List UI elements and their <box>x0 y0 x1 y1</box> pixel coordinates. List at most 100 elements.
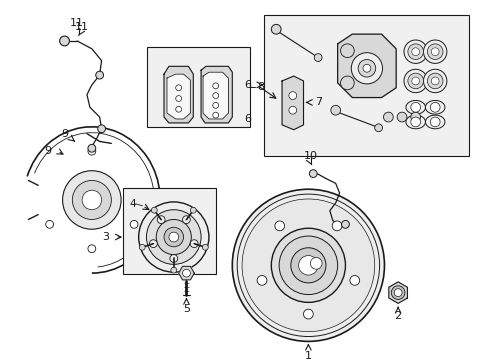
Circle shape <box>139 202 208 272</box>
Circle shape <box>430 48 438 55</box>
Circle shape <box>423 40 446 63</box>
Circle shape <box>350 53 382 84</box>
Circle shape <box>310 257 322 269</box>
Circle shape <box>279 236 337 294</box>
Circle shape <box>149 240 157 248</box>
Circle shape <box>151 207 157 213</box>
Circle shape <box>82 190 102 210</box>
Circle shape <box>237 194 379 337</box>
Circle shape <box>170 267 176 273</box>
Circle shape <box>45 220 53 228</box>
Circle shape <box>427 73 442 89</box>
Circle shape <box>429 117 439 127</box>
Circle shape <box>410 102 420 112</box>
Circle shape <box>330 105 340 115</box>
Text: 6: 6 <box>244 114 250 124</box>
Circle shape <box>274 221 284 231</box>
Circle shape <box>362 64 370 72</box>
Circle shape <box>407 73 423 89</box>
Circle shape <box>271 228 345 302</box>
Text: 6: 6 <box>244 80 250 90</box>
Circle shape <box>232 189 384 341</box>
Circle shape <box>423 69 446 93</box>
Polygon shape <box>203 72 228 119</box>
Circle shape <box>98 125 105 132</box>
Polygon shape <box>166 74 190 119</box>
Circle shape <box>175 85 181 91</box>
Circle shape <box>290 248 325 283</box>
Circle shape <box>383 112 392 122</box>
Bar <box>264 15 468 156</box>
Circle shape <box>190 240 198 248</box>
Circle shape <box>88 147 96 155</box>
Circle shape <box>168 232 178 242</box>
Circle shape <box>407 44 423 59</box>
Circle shape <box>182 216 190 224</box>
Text: 3: 3 <box>102 232 109 242</box>
Polygon shape <box>178 266 194 280</box>
Circle shape <box>212 93 218 99</box>
Circle shape <box>341 220 348 228</box>
Circle shape <box>410 117 420 127</box>
Circle shape <box>411 48 419 55</box>
Text: 9: 9 <box>44 146 51 156</box>
Text: 9: 9 <box>61 129 68 139</box>
Circle shape <box>60 36 69 46</box>
Circle shape <box>430 77 438 85</box>
Circle shape <box>242 199 374 332</box>
Circle shape <box>202 244 208 250</box>
Circle shape <box>357 59 375 77</box>
Circle shape <box>72 180 111 220</box>
Circle shape <box>130 220 138 228</box>
Circle shape <box>88 144 96 152</box>
Text: 1: 1 <box>304 351 311 360</box>
Circle shape <box>374 124 382 132</box>
Circle shape <box>163 227 183 247</box>
Text: 2: 2 <box>394 311 401 321</box>
Circle shape <box>396 112 406 122</box>
Text: 10: 10 <box>303 151 317 161</box>
Circle shape <box>309 170 317 177</box>
Circle shape <box>139 244 145 250</box>
Circle shape <box>331 221 341 231</box>
Text: 11: 11 <box>70 18 84 28</box>
Circle shape <box>146 210 201 264</box>
Circle shape <box>340 44 353 58</box>
Circle shape <box>349 275 359 285</box>
Polygon shape <box>163 66 193 123</box>
Circle shape <box>411 77 419 85</box>
Circle shape <box>403 69 427 93</box>
Circle shape <box>257 275 266 285</box>
Circle shape <box>157 216 165 224</box>
Circle shape <box>271 24 281 34</box>
Circle shape <box>410 112 420 122</box>
Circle shape <box>62 171 121 229</box>
Circle shape <box>427 44 442 59</box>
Text: 4: 4 <box>129 199 136 209</box>
Circle shape <box>288 106 296 114</box>
Polygon shape <box>337 34 395 98</box>
Circle shape <box>429 102 439 112</box>
Circle shape <box>175 106 181 112</box>
Circle shape <box>303 309 313 319</box>
Text: 11: 11 <box>75 22 89 32</box>
Circle shape <box>96 71 103 79</box>
Polygon shape <box>282 76 303 130</box>
Circle shape <box>190 207 196 213</box>
Circle shape <box>390 286 404 300</box>
Polygon shape <box>201 66 232 123</box>
Circle shape <box>182 269 190 277</box>
Circle shape <box>403 40 427 63</box>
Circle shape <box>212 83 218 89</box>
Circle shape <box>212 102 218 108</box>
Text: 8: 8 <box>257 82 264 92</box>
Circle shape <box>288 92 296 99</box>
Text: 5: 5 <box>183 304 189 314</box>
Circle shape <box>298 256 318 275</box>
Circle shape <box>88 245 96 253</box>
Circle shape <box>393 289 401 297</box>
Circle shape <box>156 220 191 255</box>
Circle shape <box>175 96 181 102</box>
Circle shape <box>212 112 218 118</box>
Circle shape <box>340 76 353 90</box>
